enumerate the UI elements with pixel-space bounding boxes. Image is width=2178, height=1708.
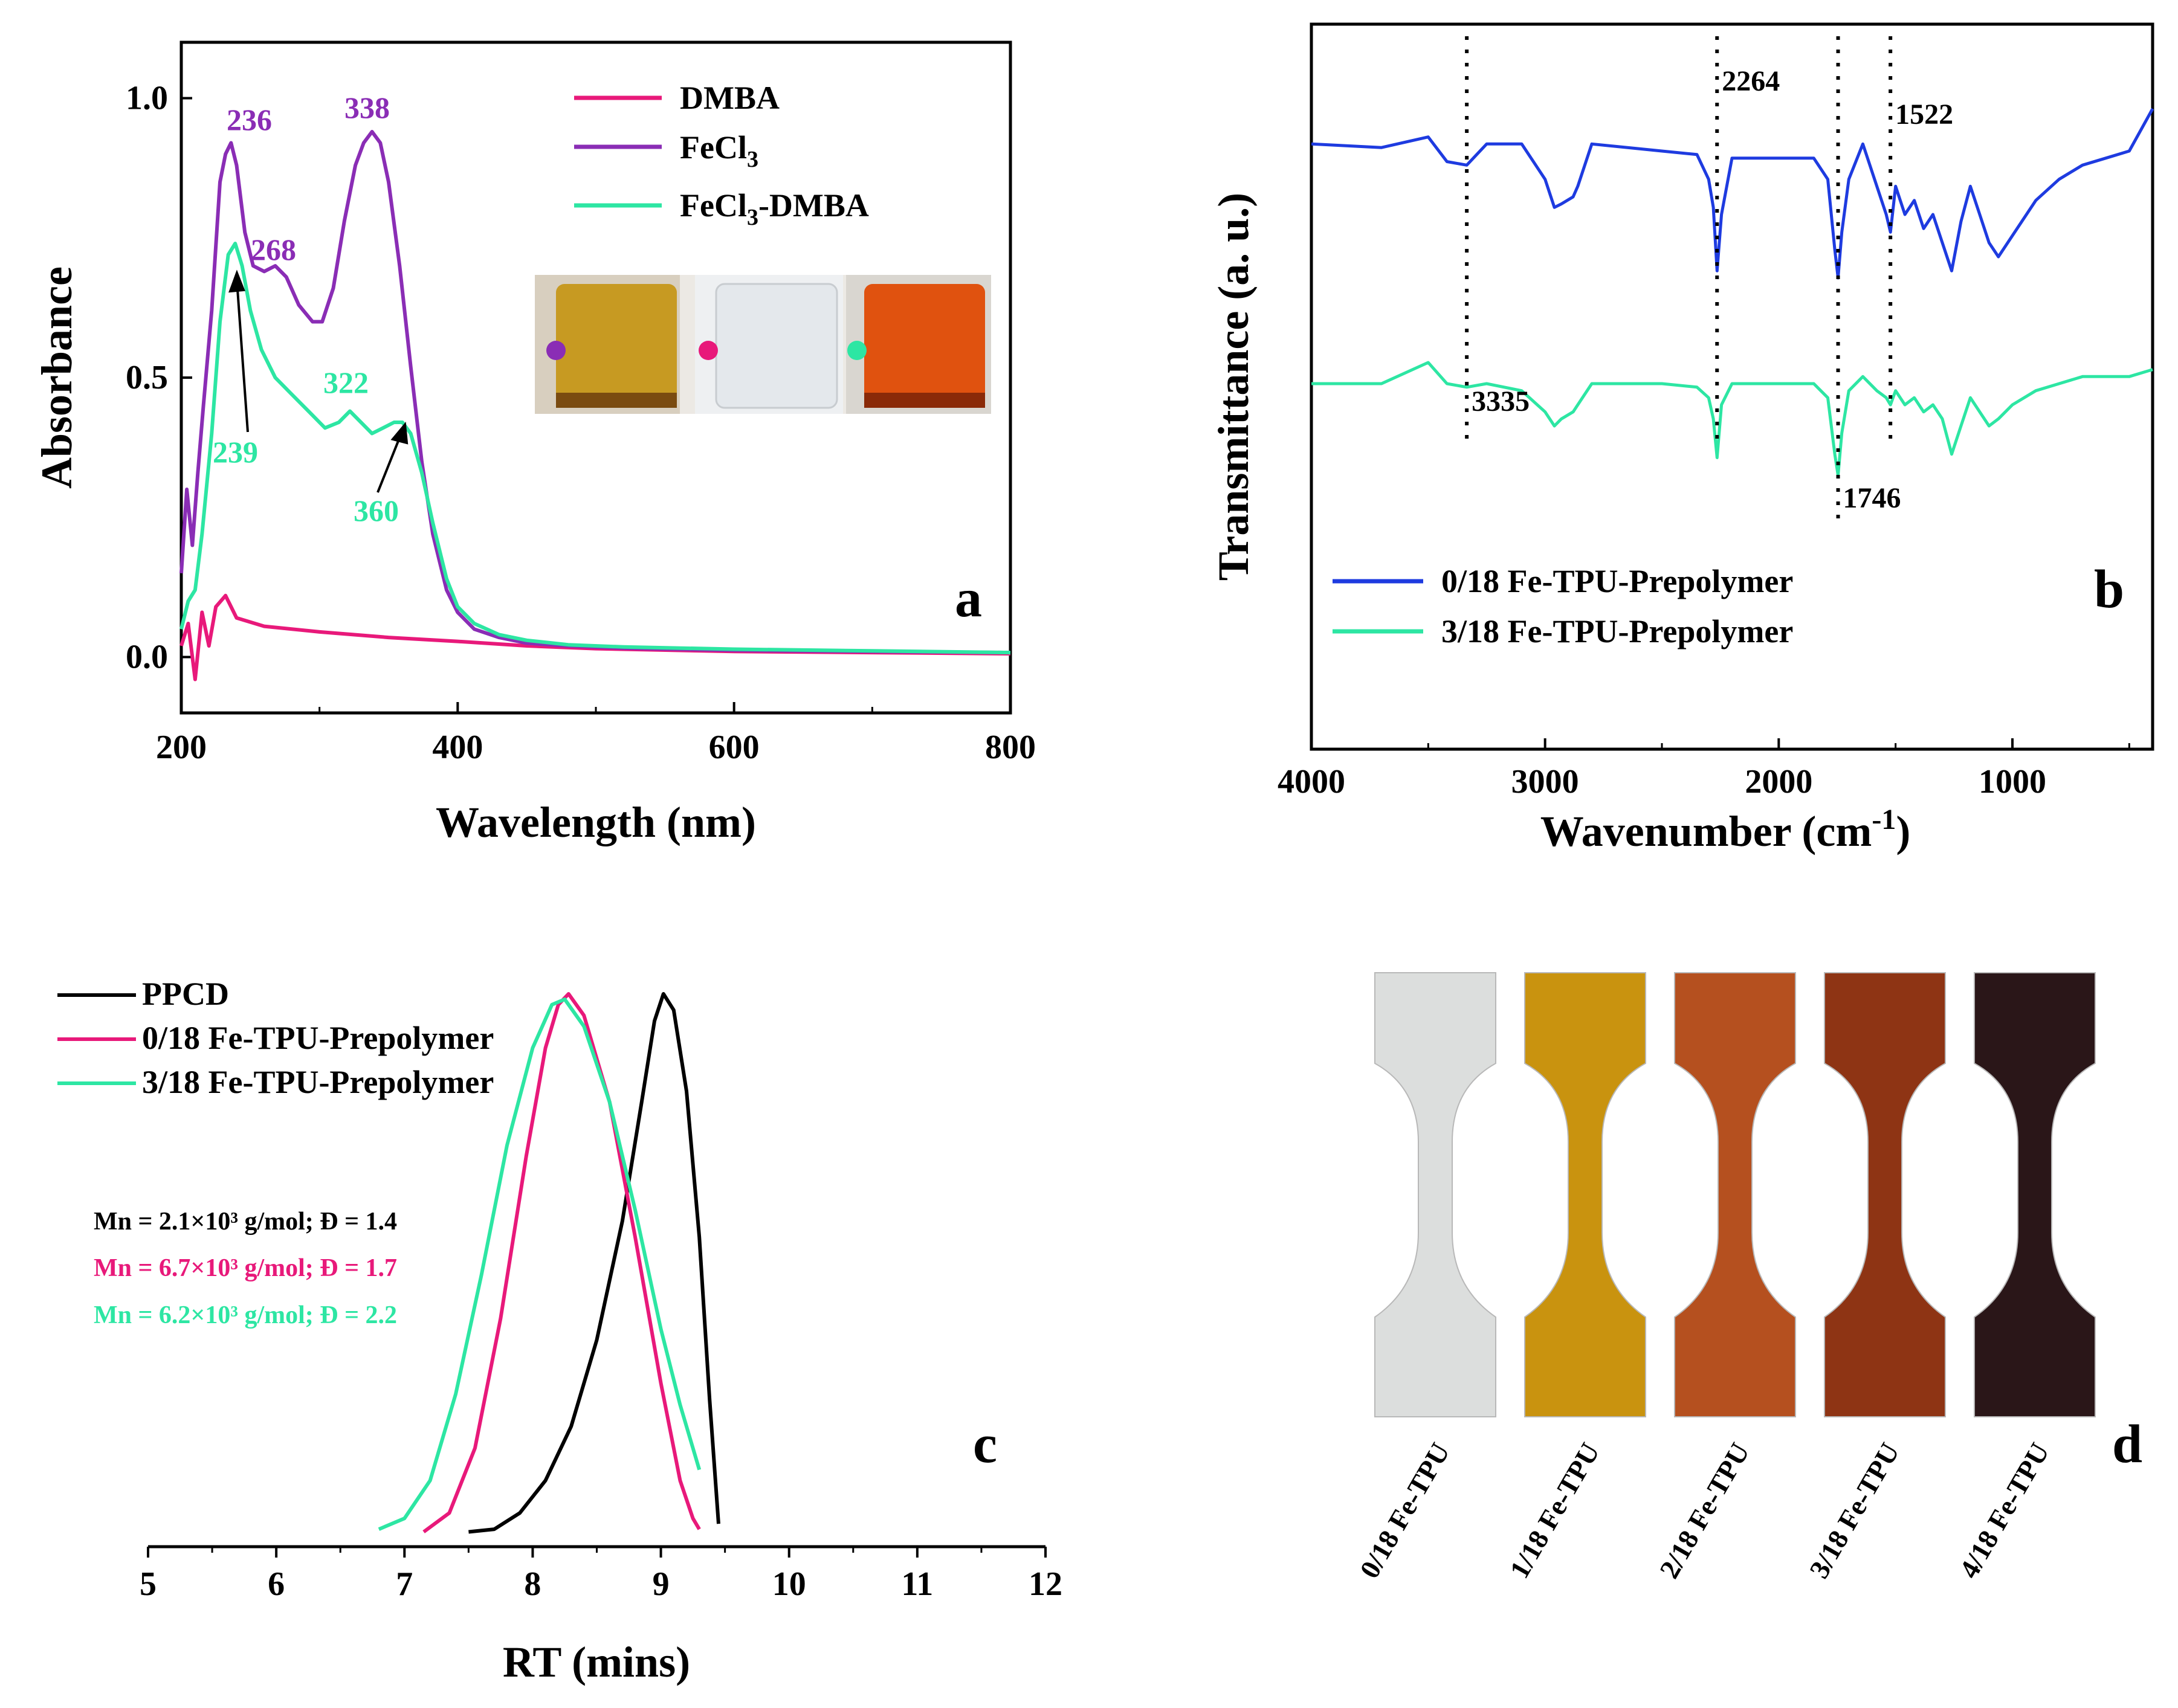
b-xtick-label: 3000 <box>1511 763 1579 801</box>
dogbone-sample-3: 3/18 Fe-TPU <box>1803 972 1946 1584</box>
peak-label-239: 239 <box>213 435 258 469</box>
dogbone-sample-2: 2/18 Fe-TPU <box>1653 972 1796 1584</box>
b-xtick-label: 1000 <box>1979 763 2046 801</box>
legend-label-fecl3: FeCl3 <box>680 129 758 172</box>
a-xtick-label: 800 <box>985 729 1036 766</box>
series-dmba <box>179 593 1011 682</box>
peak-label-2264: 2264 <box>1722 65 1780 97</box>
legend-label-ppcd: PPCD <box>142 976 229 1012</box>
vial-clear <box>715 283 838 409</box>
c-xtick-label: 7 <box>396 1565 413 1603</box>
panel-d-letter: d <box>2112 1414 2142 1474</box>
panel-a-uv-vis: 200 400 600 800 0.0 0.5 1.0 Wavelength (nm) Ab… <box>33 40 1036 846</box>
peak-label-268: 268 <box>251 233 296 266</box>
series-0-18-fe-tpu-prepolymer <box>1311 108 2154 280</box>
vial-orange <box>864 284 985 408</box>
dogbone-sample-0: 0/18 Fe-TPU <box>1354 972 1496 1584</box>
c-xtick-label: 9 <box>653 1565 670 1603</box>
vial-marker-fecl3-dmba <box>847 341 867 360</box>
panel-c-series <box>378 992 720 1534</box>
panel-a-legend: DMBA FeCl3 FeCl3-DMBA <box>574 80 869 230</box>
panel-b-peak-lines: 3335 2264 1746 1522 <box>1465 36 1953 520</box>
a-ytick-label: 1.0 <box>126 80 168 117</box>
c-xtick-label: 5 <box>140 1565 157 1603</box>
dogbone-shape <box>1524 972 1646 1417</box>
series-fecl3-dmba <box>179 242 1011 655</box>
peak-label-338: 338 <box>344 91 390 124</box>
sample-label: 4/18 Fe-TPU <box>1953 1438 2055 1584</box>
vial-photo-inset <box>535 275 991 414</box>
panel-c-legend: PPCD 0/18 Fe-TPU-Prepolymer 3/18 Fe-TPU-… <box>57 976 494 1100</box>
legend-label-dmba: DMBA <box>680 80 780 116</box>
c-xtick-label: 11 <box>901 1565 933 1603</box>
mn-note-3-18: Mn = 6.2×10³ g/mol; Đ = 2.2 <box>94 1301 397 1329</box>
panel-a-letter: a <box>955 569 982 628</box>
panel-d-photos: 0/18 Fe-TPU 1/18 Fe-TPU 2/18 Fe-TPU 3/18 Fe… <box>1354 972 2142 1584</box>
vial-marker-fecl3 <box>546 341 566 360</box>
dogbone-shape <box>1824 972 1946 1417</box>
vial-marker-dmba <box>699 341 718 360</box>
sample-label: 0/18 Fe-TPU <box>1354 1438 1456 1584</box>
legend-label-0-18: 0/18 Fe-TPU-Prepolymer <box>142 1020 494 1056</box>
dogbone-shape <box>1674 972 1796 1417</box>
vial-yellow <box>556 284 677 408</box>
a-ytick-label: 0.0 <box>126 639 168 676</box>
panel-b-frame <box>1310 22 2154 751</box>
series-ppcd <box>468 992 720 1534</box>
sample-label: 2/18 Fe-TPU <box>1653 1438 1756 1584</box>
panel-b-legend: 0/18 Fe-TPU-Prepolymer 3/18 Fe-TPU-Prepo… <box>1333 563 1793 649</box>
panel-c-ticks: 5 6 7 8 9 10 11 12 <box>140 1547 1062 1603</box>
series-fecl3 <box>179 130 1011 655</box>
peak-label-1522: 1522 <box>1895 98 1953 131</box>
panel-b-ftir: 4000 3000 2000 1000 3335 2264 1746 1522 Wavenu… <box>1209 22 2154 856</box>
panel-b-ylabel: Transmittance (a. u.) <box>1209 193 1258 581</box>
dogbone-sample-4: 4/18 Fe-TPU <box>1953 972 2096 1584</box>
peak-label-360: 360 <box>354 494 399 527</box>
panel-a-ticks: 200 400 600 800 0.0 0.5 1.0 <box>126 80 1036 767</box>
sample-label: 3/18 Fe-TPU <box>1803 1438 1905 1584</box>
c-xtick-label: 6 <box>268 1565 285 1603</box>
legend-label-3-18-prepolymer: 3/18 Fe-TPU-Prepolymer <box>1441 613 1793 649</box>
legend-label-fecl3-dmba: FeCl3-DMBA <box>680 187 869 230</box>
sample-label: 1/18 Fe-TPU <box>1504 1438 1606 1584</box>
peak-label-3335: 3335 <box>1472 385 1530 417</box>
panel-a-series <box>179 130 1011 682</box>
panel-a-ylabel: Absorbance <box>33 266 81 489</box>
legend-label-3-18: 3/18 Fe-TPU-Prepolymer <box>142 1064 494 1100</box>
legend-label-0-18-prepolymer: 0/18 Fe-TPU-Prepolymer <box>1441 563 1793 599</box>
series-3-18-fe-tpu-prepolymer <box>378 997 702 1531</box>
series-0-18-fe-tpu-prepolymer <box>422 992 701 1533</box>
peak-label-322: 322 <box>323 366 369 399</box>
panel-b-series <box>1311 108 2154 477</box>
peak-label-236: 236 <box>227 103 272 137</box>
c-xtick-label: 8 <box>524 1565 541 1603</box>
annotation-arrows <box>228 269 409 493</box>
a-ytick-label: 0.5 <box>126 359 168 396</box>
a-xtick-label: 600 <box>709 729 760 766</box>
mn-note-ppcd: Mn = 2.1×10³ g/mol; Đ = 1.4 <box>94 1208 397 1236</box>
a-xtick-label: 200 <box>156 729 207 766</box>
panel-b-letter: b <box>2094 559 2124 619</box>
panel-b-ticks: 4000 3000 2000 1000 <box>1278 738 2130 801</box>
a-xtick-label: 400 <box>432 729 483 766</box>
dogbone-sample-1: 1/18 Fe-TPU <box>1504 972 1646 1584</box>
dogbone-shape <box>1374 972 1496 1417</box>
b-xtick-label: 4000 <box>1278 763 1345 801</box>
dogbone-shape <box>1974 972 2096 1417</box>
panel-a-xlabel: Wavelength (nm) <box>436 798 756 846</box>
peak-label-1746: 1746 <box>1843 482 1901 514</box>
panel-b-xlabel: Wavenumber (cm-1) <box>1540 804 1911 856</box>
panel-c-gpc: 5 6 7 8 9 10 11 12 RT (mins) PPCD 0/18 Fe-TPU-P… <box>57 976 1062 1686</box>
b-xtick-label: 2000 <box>1745 763 1812 801</box>
series-3-18-fe-tpu-prepolymer <box>1311 361 2153 477</box>
mn-note-0-18: Mn = 6.7×10³ g/mol; Đ = 1.7 <box>94 1254 397 1282</box>
c-xtick-label: 12 <box>1029 1565 1062 1603</box>
panel-c-letter: c <box>973 1414 997 1474</box>
panel-d-dogbone-samples: 0/18 Fe-TPU 1/18 Fe-TPU 2/18 Fe-TPU 3/18 Fe… <box>1354 972 2096 1584</box>
c-xtick-label: 10 <box>772 1565 806 1603</box>
panel-c-xlabel: RT (mins) <box>503 1638 690 1686</box>
